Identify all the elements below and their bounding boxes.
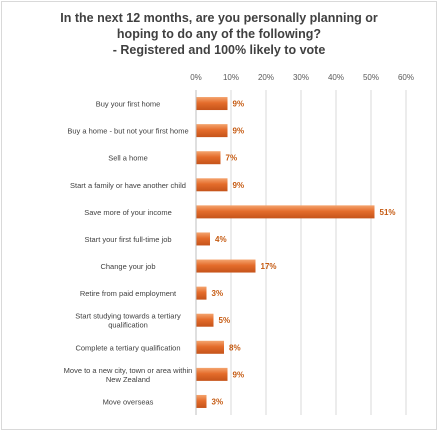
bar — [196, 259, 256, 273]
category-label: Buy your first home — [96, 100, 161, 109]
bar — [196, 394, 207, 408]
x-tick-label: 30% — [293, 73, 309, 82]
data-label: 5% — [219, 316, 231, 325]
x-tick-label: 10% — [223, 73, 239, 82]
chart-title-line-1: In the next 12 months, are you personall… — [60, 11, 378, 25]
chart-title: In the next 12 months, are you personall… — [0, 10, 438, 58]
data-label: 9% — [233, 370, 245, 379]
data-label: 51% — [380, 208, 396, 217]
category-label: Move overseas — [103, 397, 154, 406]
category-label: Sell a home — [108, 154, 148, 163]
category-label: Buy a home - but not your first home — [67, 127, 188, 136]
bar — [196, 313, 214, 327]
bar — [196, 367, 228, 381]
data-label: 9% — [233, 181, 245, 190]
category-label: qualification — [108, 321, 148, 330]
category-label: Complete a tertiary qualification — [75, 343, 180, 352]
bar — [196, 151, 221, 165]
data-label: 9% — [233, 100, 245, 109]
data-label: 8% — [229, 343, 241, 352]
bar — [196, 178, 228, 192]
bar — [196, 232, 210, 246]
x-tick-label: 0% — [190, 73, 202, 82]
category-label: Move to a new city, town or area within — [64, 366, 193, 375]
x-tick-label: 50% — [363, 73, 379, 82]
category-label: Save more of your income — [84, 208, 172, 217]
category-label: Start studying towards a tertiary — [75, 312, 181, 321]
bar — [196, 286, 207, 300]
bar — [196, 340, 224, 354]
data-label: 7% — [226, 154, 238, 163]
data-label: 17% — [261, 262, 277, 271]
category-label: Start a family or have another child — [70, 181, 186, 190]
category-label: Retire from paid employment — [80, 289, 177, 298]
chart-title-line-2: hoping to do any of the following? — [116, 27, 322, 41]
data-label: 9% — [233, 127, 245, 136]
category-label: New Zealand — [106, 375, 150, 384]
bar — [196, 97, 228, 111]
x-tick-label: 20% — [258, 73, 274, 82]
bar — [196, 205, 375, 219]
data-label: 4% — [215, 235, 227, 244]
category-label: Change your job — [100, 262, 155, 271]
chart-title-line-3: - Registered and 100% likely to vote — [112, 43, 326, 57]
bar — [196, 124, 228, 138]
data-label: 3% — [212, 289, 224, 298]
data-label: 3% — [212, 397, 224, 406]
x-tick-label: 60% — [398, 73, 414, 82]
x-tick-label: 40% — [328, 73, 344, 82]
category-label: Start your first full-time job — [84, 235, 171, 244]
